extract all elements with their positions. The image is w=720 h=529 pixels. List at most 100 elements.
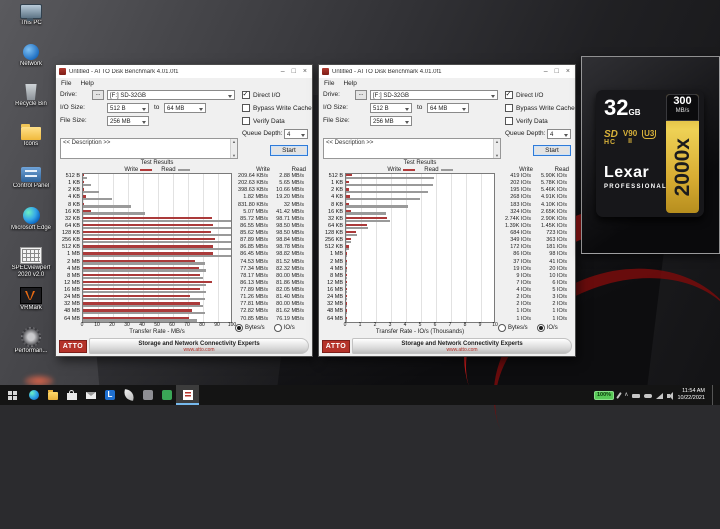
title-bar[interactable]: Untitled - ATTO Disk Benchmark 4.01.0f1 … <box>319 65 575 78</box>
title-bar[interactable]: Untitled - ATTO Disk Benchmark 4.01.0f1 … <box>56 65 312 78</box>
taskbar-mail[interactable] <box>81 385 100 405</box>
capacity-value: 32 <box>604 95 629 120</box>
chart-row: 1 MB 86.45 MB/s 98.82 MB/s <box>67 251 304 258</box>
io-size-to-select[interactable]: 64 MB <box>427 103 469 113</box>
icon-label: Microsoft Edge <box>10 225 52 231</box>
chart-legend: Write Read <box>82 167 232 173</box>
chart-row: 2 MB 74.53 MB/s 81.52 MB/s <box>67 258 304 265</box>
description-field[interactable]: << Description >> ▲ ▼ <box>60 138 238 159</box>
queue-depth-select[interactable]: 4 <box>547 129 571 139</box>
taskbar-app-gray[interactable] <box>138 385 157 405</box>
cloud-icon[interactable] <box>644 394 653 398</box>
desktop-icon-this-pc[interactable]: This PC <box>7 4 55 44</box>
spec-badges: SD HC V90 II U3 <box>604 130 657 146</box>
taskbar-clock[interactable]: 11:54 AM 10/22/2021 <box>674 388 708 401</box>
battery-icon[interactable] <box>632 394 641 398</box>
desktop-icon-specviewperf[interactable]: SPECviewperf 2020 v2.0 <box>7 247 55 287</box>
io-size-from-select[interactable]: 512 B <box>107 103 149 113</box>
atto-app-icon <box>182 390 193 400</box>
taskbar-app-l[interactable] <box>100 385 119 405</box>
bypass-write-cache-checkbox[interactable]: Bypass Write Cache <box>505 104 575 112</box>
atto-window-1: Untitled - ATTO Disk Benchmark 4.01.0f1 … <box>55 64 313 357</box>
desktop-icon-network[interactable]: Network <box>7 44 55 84</box>
description-scrollbar[interactable]: ▲ ▼ <box>230 139 237 158</box>
read-column-header: Read <box>291 167 306 173</box>
write-swatch <box>140 168 153 172</box>
recycle-bin-icon <box>25 84 37 100</box>
queue-depth-label: Queue Depth: <box>242 130 283 137</box>
scroll-up-icon[interactable]: ▲ <box>232 139 236 144</box>
verify-data-checkbox[interactable]: Verify Data <box>242 117 285 125</box>
atto-banner: ATTO Storage and Network Connectivity Ex… <box>56 336 312 356</box>
io-size-from-select[interactable]: 512 B <box>370 103 412 113</box>
ios-radio[interactable]: IO/s <box>536 324 558 332</box>
taskbar-edge[interactable] <box>24 385 43 405</box>
checkbox-label: Direct I/O <box>253 91 281 99</box>
ios-radio[interactable]: IO/s <box>273 324 295 332</box>
desktop-icon-recycle-bin[interactable]: Recycle Bin <box>7 84 55 124</box>
chart-legend: Write Read <box>345 167 495 173</box>
taskbar-app-green[interactable] <box>157 385 176 405</box>
show-desktop-button[interactable] <box>712 385 717 405</box>
battery-badge[interactable]: 100% <box>593 390 615 400</box>
browse-button[interactable]: ... <box>92 90 104 100</box>
file-size-select[interactable]: 256 MB <box>370 116 412 126</box>
bytes-radio[interactable]: Bytes/s <box>235 324 265 332</box>
lexar-card-photo: 300 MB/s 2000x 32GB SD HC V90 II U3 Lexa… <box>581 56 720 254</box>
menu-file[interactable]: File <box>61 79 72 87</box>
taskbar-file-explorer[interactable] <box>43 385 62 405</box>
gray-app-icon <box>142 390 153 400</box>
queue-depth-select[interactable]: 4 <box>284 129 308 139</box>
volume-icon[interactable] <box>667 392 674 400</box>
maximize-button[interactable]: □ <box>291 68 296 75</box>
chart-row: 48 MB 1 IO/s 1 IO/s <box>327 308 567 315</box>
direct-io-checkbox[interactable]: Direct I/O <box>242 90 281 99</box>
speed-value: 300 <box>673 95 692 107</box>
desktop-icon-vrmark[interactable]: VRMark <box>7 287 55 327</box>
io-size-to-select[interactable]: 64 MB <box>164 103 206 113</box>
browse-button[interactable]: ... <box>355 90 367 100</box>
axis-ticks: 0 10 20 30 40 50 60 70 80 90 100 <box>80 322 237 328</box>
professional-label: PROFESSIONAL <box>604 184 667 190</box>
drive-select[interactable]: [F:] SD-32GB <box>107 90 235 100</box>
bytes-radio[interactable]: Bytes/s <box>498 324 528 332</box>
chart-row: 2 MB 37 IO/s 41 IO/s <box>330 258 567 265</box>
maximize-button[interactable]: □ <box>554 68 559 75</box>
taskbar-app-feather[interactable] <box>119 385 138 405</box>
desktop-icon-performance[interactable]: Performan... <box>7 327 55 367</box>
menu-help[interactable]: Help <box>80 79 94 87</box>
start-button[interactable]: Start <box>270 145 308 156</box>
start-button[interactable]: Start <box>533 145 571 156</box>
close-button[interactable]: × <box>565 68 570 75</box>
legend-read-label: Read <box>161 167 176 173</box>
chart-row: 2 KB 398.63 KB/s 10.66 MB/s <box>68 187 304 194</box>
network-icon[interactable] <box>656 392 664 399</box>
drive-select[interactable]: [F:] SD-32GB <box>370 90 498 100</box>
direct-io-checkbox[interactable]: Direct I/O <box>505 90 543 99</box>
start-menu-button[interactable] <box>0 385 24 405</box>
file-size-select[interactable]: 256 MB <box>107 116 149 126</box>
scroll-up-icon[interactable]: ▲ <box>495 139 499 144</box>
minimize-button[interactable]: – <box>543 68 548 75</box>
desktop-icon-control-panel[interactable]: Control Panel <box>7 167 55 207</box>
minimize-button[interactable]: – <box>280 68 285 75</box>
verify-data-checkbox[interactable]: Verify Data <box>505 117 548 125</box>
description-field[interactable]: << Description >> ▲ ▼ <box>323 138 501 159</box>
chart-row: 512 KB 86.85 MB/s 98.78 MB/s <box>61 244 304 251</box>
menu-file[interactable]: File <box>324 79 335 87</box>
scroll-down-icon[interactable]: ▼ <box>232 153 236 158</box>
description-scrollbar[interactable]: ▲ ▼ <box>493 139 500 158</box>
menu-help[interactable]: Help <box>343 79 357 87</box>
close-button[interactable]: × <box>302 68 307 75</box>
desktop-icon-edge[interactable]: Microsoft Edge <box>7 207 55 247</box>
clock-date: 10/22/2021 <box>677 395 705 401</box>
multiplier-value: 2000x <box>670 137 694 197</box>
chevron-up-icon[interactable]: ∧ <box>624 391 629 398</box>
write-column-header: Write <box>256 167 270 173</box>
scroll-down-icon[interactable]: ▼ <box>495 153 499 158</box>
bypass-write-cache-checkbox[interactable]: Bypass Write Cache <box>242 104 312 112</box>
taskbar-atto-active[interactable] <box>176 385 199 405</box>
taskbar-store[interactable] <box>62 385 81 405</box>
desktop-icon-icons-folder[interactable]: Icons <box>7 124 55 167</box>
pen-icon[interactable] <box>616 391 622 399</box>
